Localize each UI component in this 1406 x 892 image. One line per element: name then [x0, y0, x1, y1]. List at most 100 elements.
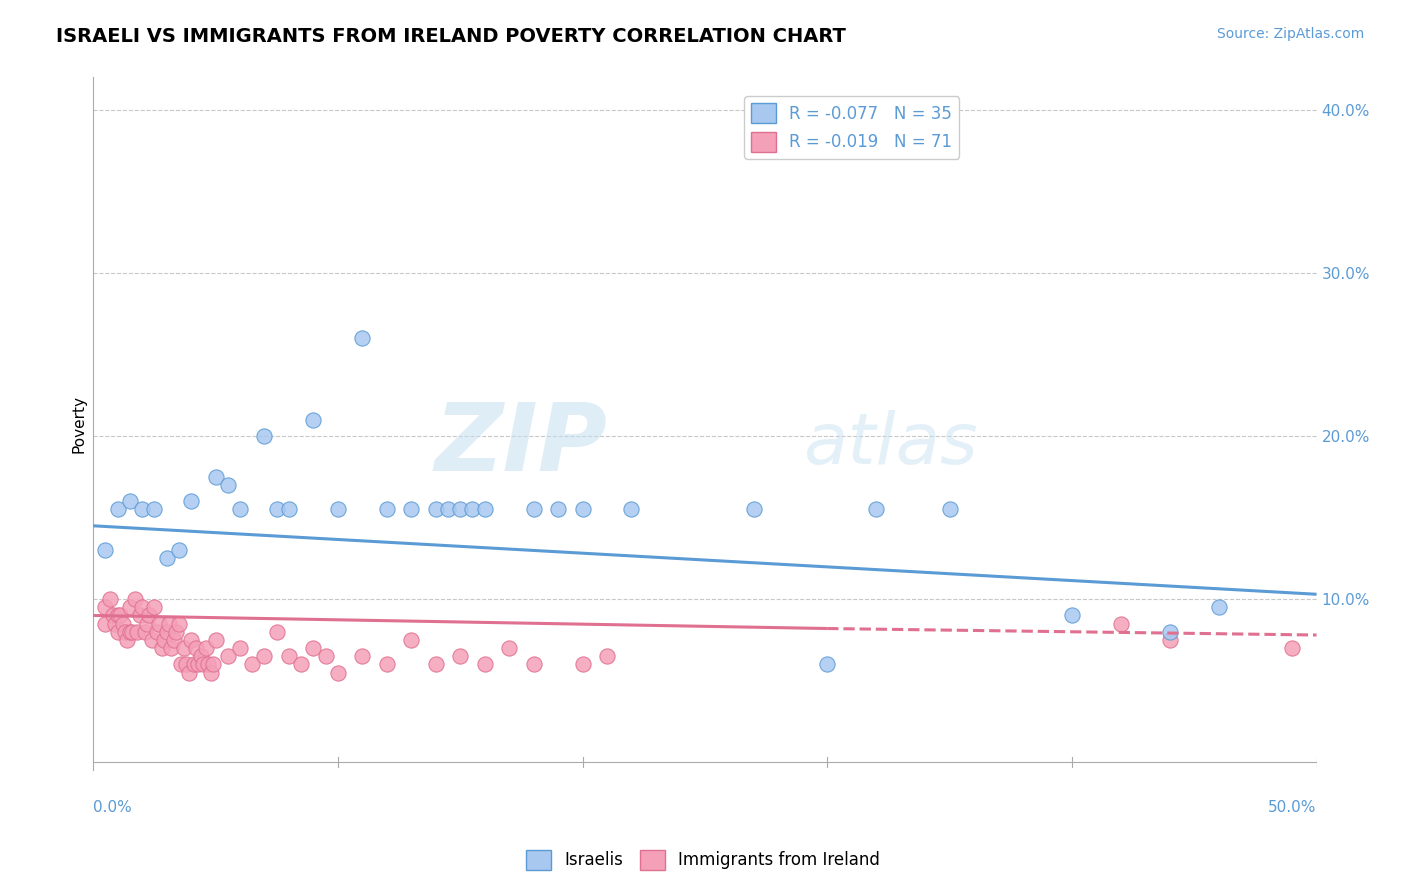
- Point: [101, 608, 124, 623]
- Point: [170, 657, 193, 672]
- Point: [375, 502, 398, 516]
- Point: [197, 657, 219, 672]
- Point: [118, 624, 141, 639]
- Point: [326, 502, 349, 516]
- Point: [938, 502, 960, 516]
- Point: [302, 641, 325, 656]
- Point: [217, 478, 239, 492]
- Point: [94, 543, 117, 558]
- Point: [138, 608, 160, 623]
- Point: [180, 632, 202, 647]
- Point: [571, 657, 593, 672]
- Point: [141, 632, 163, 647]
- Point: [107, 624, 129, 639]
- Point: [401, 632, 423, 647]
- Point: [461, 502, 484, 516]
- Point: [146, 624, 169, 639]
- Point: [143, 502, 166, 516]
- Point: [94, 616, 117, 631]
- Point: [253, 649, 276, 664]
- Point: [167, 543, 190, 558]
- Point: [326, 665, 349, 680]
- Point: [148, 616, 170, 631]
- Point: [204, 470, 226, 484]
- Point: [118, 600, 141, 615]
- Point: [277, 649, 299, 664]
- Point: [173, 641, 195, 656]
- Point: [449, 502, 471, 516]
- Point: [498, 641, 520, 656]
- Point: [193, 657, 215, 672]
- Point: [134, 624, 156, 639]
- Point: [128, 608, 150, 623]
- Point: [155, 551, 177, 566]
- Point: [266, 502, 288, 516]
- Point: [1109, 616, 1132, 631]
- Point: [290, 657, 312, 672]
- Point: [177, 665, 200, 680]
- Point: [449, 649, 471, 664]
- Point: [104, 616, 127, 631]
- Point: [425, 502, 447, 516]
- Point: [596, 649, 619, 664]
- Point: [266, 624, 288, 639]
- Point: [229, 502, 252, 516]
- Point: [121, 624, 143, 639]
- Point: [131, 502, 153, 516]
- Point: [183, 657, 205, 672]
- Text: ISRAELI VS IMMIGRANTS FROM IRELAND POVERTY CORRELATION CHART: ISRAELI VS IMMIGRANTS FROM IRELAND POVER…: [56, 27, 846, 45]
- Point: [815, 657, 838, 672]
- Point: [127, 624, 149, 639]
- Point: [547, 502, 569, 516]
- Point: [94, 600, 117, 615]
- Point: [200, 665, 222, 680]
- Point: [108, 608, 131, 623]
- Point: [131, 600, 153, 615]
- Point: [571, 502, 593, 516]
- Point: [217, 649, 239, 664]
- Point: [1060, 608, 1083, 623]
- Point: [240, 657, 263, 672]
- Point: [315, 649, 337, 664]
- Text: Source: ZipAtlas.com: Source: ZipAtlas.com: [1216, 27, 1364, 41]
- Point: [1159, 632, 1181, 647]
- Point: [523, 657, 546, 672]
- Point: [150, 641, 173, 656]
- Point: [190, 649, 212, 664]
- Point: [620, 502, 643, 516]
- Text: ZIP: ZIP: [434, 399, 607, 491]
- Point: [180, 494, 202, 508]
- Point: [163, 632, 186, 647]
- Point: [124, 592, 146, 607]
- Point: [523, 502, 546, 516]
- Point: [111, 616, 134, 631]
- Point: [204, 632, 226, 647]
- Text: atlas: atlas: [803, 410, 977, 479]
- Point: [1159, 624, 1181, 639]
- Point: [1208, 600, 1230, 615]
- Point: [117, 632, 139, 647]
- Point: [202, 657, 225, 672]
- Point: [229, 641, 252, 656]
- Point: [187, 657, 209, 672]
- Point: [155, 624, 177, 639]
- Point: [153, 632, 176, 647]
- Point: [352, 331, 374, 345]
- Point: [302, 413, 325, 427]
- Point: [114, 624, 136, 639]
- Text: 0.0%: 0.0%: [93, 800, 132, 815]
- Point: [107, 502, 129, 516]
- Point: [865, 502, 887, 516]
- Point: [253, 429, 276, 443]
- Point: [184, 641, 207, 656]
- Point: [194, 641, 217, 656]
- Point: [401, 502, 423, 516]
- Point: [174, 657, 197, 672]
- Point: [143, 600, 166, 615]
- Y-axis label: Poverty: Poverty: [72, 395, 86, 453]
- Point: [277, 502, 299, 516]
- Point: [165, 624, 187, 639]
- Point: [107, 608, 129, 623]
- Point: [167, 616, 190, 631]
- Point: [98, 592, 121, 607]
